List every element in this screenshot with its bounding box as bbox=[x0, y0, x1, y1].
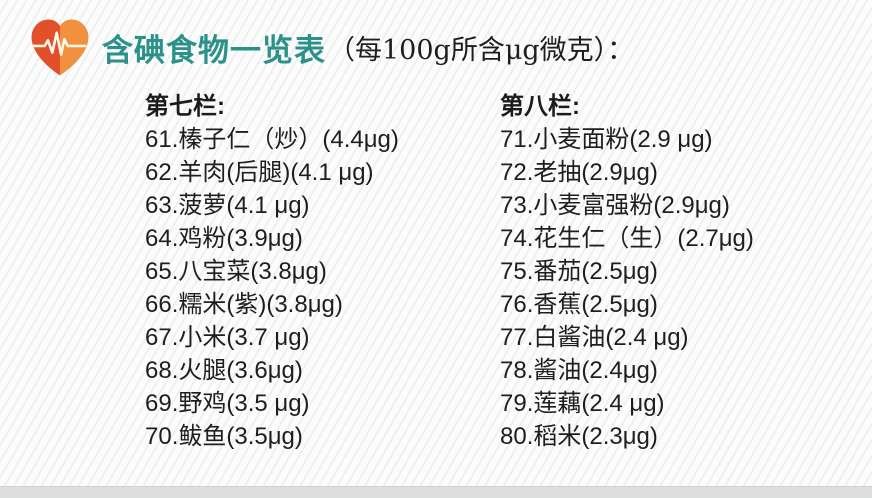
list-item: 70.鲅鱼(3.5μg) bbox=[145, 423, 303, 450]
list-item: 62.羊肉(后腿)(4.1 μg) bbox=[145, 159, 374, 186]
list-item: 63.菠萝(4.1 μg) bbox=[145, 192, 310, 219]
heart-ekg-icon bbox=[24, 12, 96, 82]
column-eight-list: 71.小麦面粉(2.9 μg) 72.老抽(2.9μg) 73.小麦富强粉(2.… bbox=[500, 123, 855, 453]
column-eight: 第八栏: 71.小麦面粉(2.9 μg) 72.老抽(2.9μg) 73.小麦富… bbox=[500, 90, 855, 453]
title-line: 含碘食物一览表 （每100g所含μg微克）： bbox=[102, 25, 634, 70]
list-item: 78.酱油(2.4μg) bbox=[500, 357, 658, 384]
list-item: 65.八宝菜(3.8μg) bbox=[145, 258, 327, 285]
list-item: 76.香蕉(2.5μg) bbox=[500, 291, 658, 318]
list-item: 61.榛子仁（炒）(4.4μg) bbox=[145, 126, 399, 153]
list-item: 79.莲藕(2.4 μg) bbox=[500, 390, 665, 417]
bottom-divider bbox=[0, 486, 872, 498]
list-item: 80.稻米(2.3μg) bbox=[500, 423, 658, 450]
list-item: 73.小麦富强粉(2.9μg) bbox=[500, 192, 730, 219]
column-seven: 第七栏: 61.榛子仁（炒）(4.4μg) 62.羊肉(后腿)(4.1 μg) … bbox=[145, 90, 500, 453]
list-item: 71.小麦面粉(2.9 μg) bbox=[500, 126, 713, 153]
column-seven-list: 61.榛子仁（炒）(4.4μg) 62.羊肉(后腿)(4.1 μg) 63.菠萝… bbox=[145, 123, 500, 453]
list-item: 66.糯米(紫)(3.8μg) bbox=[145, 291, 343, 318]
list-item: 64.鸡粉(3.9μg) bbox=[145, 225, 303, 252]
list-item: 68.火腿(3.6μg) bbox=[145, 357, 303, 384]
list-item: 67.小米(3.7 μg) bbox=[145, 324, 310, 351]
column-seven-heading: 第七栏: bbox=[145, 93, 225, 120]
list-item: 69.野鸡(3.5 μg) bbox=[145, 390, 310, 417]
column-eight-heading: 第八栏: bbox=[500, 93, 580, 120]
list-item: 72.老抽(2.9μg) bbox=[500, 159, 658, 186]
food-columns: 第七栏: 61.榛子仁（炒）(4.4μg) 62.羊肉(后腿)(4.1 μg) … bbox=[145, 90, 855, 453]
list-item: 74.花生仁（生）(2.7μg) bbox=[500, 225, 754, 252]
page-title: 含碘食物一览表 bbox=[102, 32, 326, 68]
page-subtitle: （每100g所含μg微克）： bbox=[328, 34, 635, 66]
page-header: 含碘食物一览表 （每100g所含μg微克）： bbox=[24, 12, 634, 82]
list-item: 75.番茄(2.5μg) bbox=[500, 258, 658, 285]
list-item: 77.白酱油(2.4 μg) bbox=[500, 324, 689, 351]
